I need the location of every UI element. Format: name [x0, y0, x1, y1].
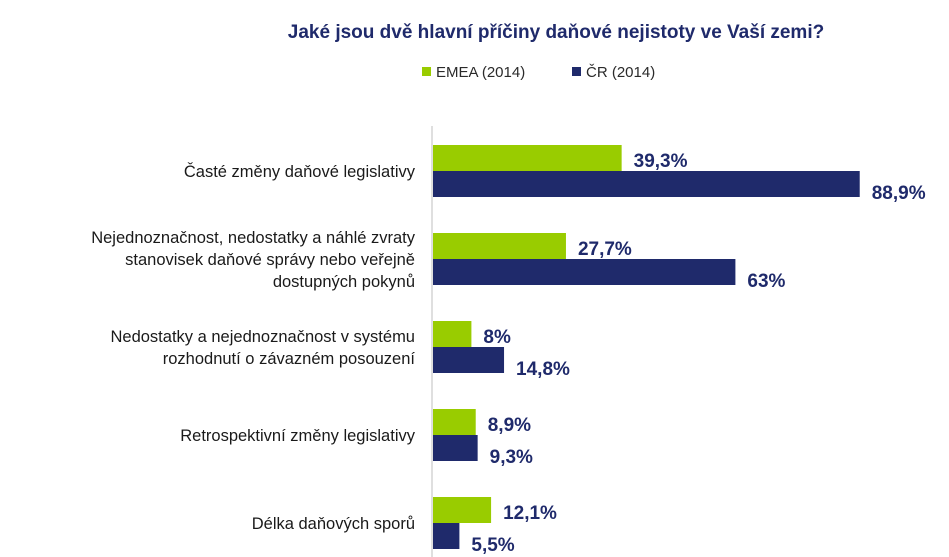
legend-label-1: ČR (2014) — [586, 64, 655, 81]
bar-cr-3 — [433, 435, 478, 461]
bar-cr-1 — [433, 259, 736, 285]
value-label-emea-3: 8,9% — [488, 415, 531, 436]
category-label-2-line-0: Nedostatky a nejednoznačnost v systému — [110, 328, 415, 346]
category-labels: Časté změny daňové legislativy Nejednozna… — [91, 162, 416, 533]
value-label-emea-0: 39,3% — [634, 151, 688, 172]
category-label-3-line-0: Retrospektivní změny legislativy — [180, 427, 416, 445]
bars — [433, 145, 860, 549]
category-label-1-line-0: Nejednoznačnost, nedostatky a náhlé zvra… — [91, 229, 416, 247]
bar-emea-4 — [433, 497, 492, 523]
value-label-cr-3: 9,3% — [490, 447, 533, 468]
value-label-emea-2: 8% — [483, 327, 511, 348]
legend-label-0: EMEA (2014) — [436, 64, 525, 81]
bar-emea-1 — [433, 233, 566, 259]
bar-emea-3 — [433, 409, 476, 435]
category-label-1-line-2: dostupných pokynů — [273, 273, 415, 291]
chart-title: Jaké jsou dvě hlavní příčiny daňové neji… — [288, 22, 824, 43]
legend-swatch-1 — [572, 67, 581, 76]
value-label-cr-4: 5,5% — [471, 535, 514, 556]
bar-emea-0 — [433, 145, 622, 171]
bar-emea-2 — [433, 321, 472, 347]
legend: EMEA (2014) ČR (2014) — [422, 64, 655, 81]
value-label-cr-0: 88,9% — [872, 183, 926, 204]
value-label-emea-4: 12,1% — [503, 503, 557, 524]
category-label-4-line-0: Délka daňových sporů — [252, 515, 415, 533]
legend-swatch-0 — [422, 67, 431, 76]
bar-cr-2 — [433, 347, 505, 373]
bar-cr-0 — [433, 171, 860, 197]
bar-cr-4 — [433, 523, 460, 549]
value-label-cr-2: 14,8% — [516, 359, 570, 380]
value-label-emea-1: 27,7% — [578, 239, 632, 260]
value-labels: 39,3% 88,9% 27,7% 63% 8%14,8% 8,9% 9,3% 12,1% 5,… — [471, 151, 925, 556]
value-label-cr-1: 63% — [747, 271, 785, 292]
category-label-0-line-0: Časté změny daňové legislativy — [184, 162, 416, 181]
category-label-1-line-1: stanovisek daňové správy nebo veřejně — [125, 251, 415, 269]
category-label-2-line-1: rozhodnutí o závazném posouzení — [163, 350, 416, 368]
